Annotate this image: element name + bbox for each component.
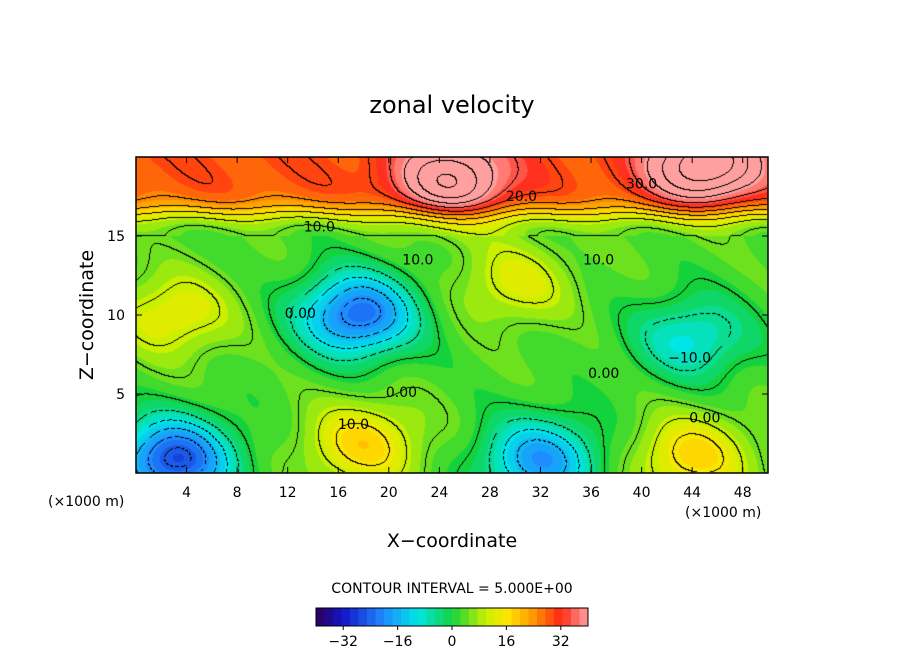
x-tick-label: 12 bbox=[279, 485, 297, 501]
y-axis-label: Z−coordinate bbox=[76, 250, 98, 380]
colorbar-step bbox=[579, 608, 589, 626]
chart-title: zonal velocity bbox=[369, 91, 534, 119]
colorbar-step bbox=[350, 608, 359, 626]
contour-label: 0.00 bbox=[285, 306, 316, 322]
contour-label: 0.00 bbox=[386, 385, 417, 401]
contour-label: 10.0 bbox=[304, 219, 335, 235]
x-tick-label: 40 bbox=[633, 485, 651, 501]
colorbar-step bbox=[486, 608, 495, 626]
x-tick-label: 16 bbox=[329, 485, 347, 501]
contour-label: 30.0 bbox=[626, 177, 657, 193]
colorbar-step bbox=[520, 608, 529, 626]
colorbar-tick-label: −16 bbox=[383, 634, 413, 650]
x-tick-label: 44 bbox=[683, 485, 701, 501]
x-axis-label: X−coordinate bbox=[387, 530, 517, 552]
colorbar-step bbox=[571, 608, 580, 626]
colorbar-step bbox=[528, 608, 538, 626]
contour-label: 10.0 bbox=[338, 417, 369, 433]
x-units-left: (×1000 m) bbox=[48, 494, 124, 510]
x-tick-label: 20 bbox=[380, 485, 398, 501]
colorbar-step bbox=[503, 608, 512, 626]
colorbar-tick-label: 0 bbox=[448, 634, 457, 650]
contour-label: 20.0 bbox=[506, 189, 537, 205]
y-tick-label: 10 bbox=[107, 308, 125, 324]
colorbar-step bbox=[494, 608, 504, 626]
colorbar-tick-label: 32 bbox=[552, 634, 570, 650]
colorbar-step bbox=[418, 608, 427, 626]
colorbar-step bbox=[511, 608, 521, 626]
x-tick-label: 4 bbox=[182, 485, 191, 501]
colorbar-step bbox=[554, 608, 563, 626]
colorbar-step bbox=[316, 608, 325, 626]
contour-label: 10.0 bbox=[583, 252, 614, 268]
plot-field-container bbox=[136, 157, 768, 473]
x-tick-label: 8 bbox=[233, 485, 242, 501]
colorbar-step bbox=[435, 608, 444, 626]
colorbar-step bbox=[341, 608, 351, 626]
x-tick-label: 32 bbox=[532, 485, 550, 501]
colorbar-step bbox=[460, 608, 470, 626]
contour-label: 0.00 bbox=[588, 366, 619, 382]
colorbar-step bbox=[469, 608, 478, 626]
colorbar-steps bbox=[315, 607, 589, 627]
x-axis-ticks: 4 8 12 16 20 24 28 32 36 40 44 48 bbox=[182, 157, 752, 501]
contour-labels: 30.0 20.0 10.0 10.0 10.0 0.00 0.00 0.00 −10.0 10.… bbox=[285, 177, 721, 433]
y-axis-ticks: 5 10 15 bbox=[107, 229, 768, 403]
colorbar-step bbox=[401, 608, 410, 626]
contour-label: −10.0 bbox=[668, 350, 711, 366]
x-units-right: (×1000 m) bbox=[685, 505, 761, 521]
colorbar-step bbox=[375, 608, 385, 626]
x-tick-label: 28 bbox=[481, 485, 499, 501]
colorbar-step bbox=[384, 608, 393, 626]
colorbar-step bbox=[392, 608, 402, 626]
colorbar-step bbox=[537, 608, 546, 626]
x-tick-label: 48 bbox=[734, 485, 752, 501]
contour-interval-text: CONTOUR INTERVAL = 5.000E+00 bbox=[331, 581, 572, 597]
x-tick-label: 24 bbox=[430, 485, 448, 501]
y-tick-label: 5 bbox=[116, 387, 125, 403]
colorbar-ticks: −32 −16 0 16 32 bbox=[328, 626, 570, 650]
contour-label: 0.00 bbox=[689, 410, 720, 426]
contour-label: 10.0 bbox=[402, 252, 433, 268]
colorbar-step bbox=[562, 608, 572, 626]
colorbar-step bbox=[545, 608, 555, 626]
colorbar-step bbox=[426, 608, 436, 626]
x-tick-label: 36 bbox=[582, 485, 600, 501]
colorbar-step bbox=[358, 608, 368, 626]
y-tick-label: 15 bbox=[107, 229, 125, 245]
colorbar-step bbox=[452, 608, 461, 626]
colorbar-tick-label: −32 bbox=[328, 634, 358, 650]
velocity-field bbox=[136, 157, 768, 473]
colorbar-step bbox=[477, 608, 487, 626]
colorbar-step bbox=[333, 608, 342, 626]
colorbar-step bbox=[324, 608, 334, 626]
colorbar-step bbox=[443, 608, 453, 626]
colorbar-step bbox=[367, 608, 376, 626]
colorbar-tick-label: 16 bbox=[497, 634, 515, 650]
colorbar-step bbox=[409, 608, 419, 626]
